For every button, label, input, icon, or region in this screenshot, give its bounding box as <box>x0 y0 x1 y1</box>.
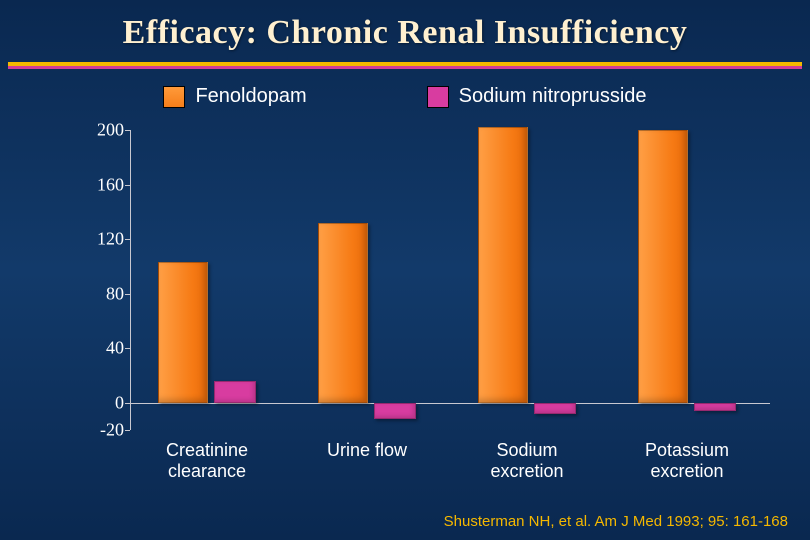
legend-swatch-fenoldopam <box>163 86 185 108</box>
y-tick-label: 160 <box>80 174 124 195</box>
y-tick-label: -20 <box>80 420 124 441</box>
y-tick-mark <box>125 130 130 131</box>
x-category-label: Sodiumexcretion <box>458 440 596 481</box>
chart-legend: Fenoldopam Sodium nitroprusside <box>0 69 810 116</box>
legend-label-snp: Sodium nitroprusside <box>459 85 647 108</box>
zero-baseline <box>130 403 770 404</box>
y-tick-label: 80 <box>80 283 124 304</box>
y-tick-mark <box>125 185 130 186</box>
y-tick-mark <box>125 294 130 295</box>
x-category-label: Potassiumexcretion <box>618 440 756 481</box>
x-category-label: Urine flow <box>298 440 436 461</box>
legend-swatch-snp <box>427 86 449 108</box>
bar-fenoldopam <box>318 223 368 403</box>
bar-snp <box>214 381 256 403</box>
y-tick-mark <box>125 430 130 431</box>
citation: Shusterman NH, et al. Am J Med 1993; 95:… <box>444 513 788 530</box>
y-tick-mark <box>125 348 130 349</box>
bar-snp <box>694 403 736 411</box>
y-tick-label: 120 <box>80 229 124 250</box>
chart-plot: 20016012080400-20CreatinineclearanceUrin… <box>130 130 770 430</box>
y-tick-label: 0 <box>80 392 124 413</box>
legend-item-fenoldopam: Fenoldopam <box>163 85 306 108</box>
bar-snp <box>374 403 416 419</box>
y-tick-label: 200 <box>80 120 124 141</box>
legend-label-fenoldopam: Fenoldopam <box>195 85 306 108</box>
bar-fenoldopam <box>478 127 528 402</box>
bar-snp <box>534 403 576 414</box>
y-tick-label: 40 <box>80 338 124 359</box>
bar-fenoldopam <box>158 262 208 402</box>
y-tick-mark <box>125 239 130 240</box>
slide-title: Efficacy: Chronic Renal Insufficiency <box>0 0 810 62</box>
bar-fenoldopam <box>638 130 688 403</box>
y-axis-line <box>130 130 131 430</box>
chart-area: Change (%) 20016012080400-20Creatininecl… <box>40 130 780 470</box>
legend-item-snp: Sodium nitroprusside <box>427 85 647 108</box>
x-category-label: Creatinineclearance <box>138 440 276 481</box>
